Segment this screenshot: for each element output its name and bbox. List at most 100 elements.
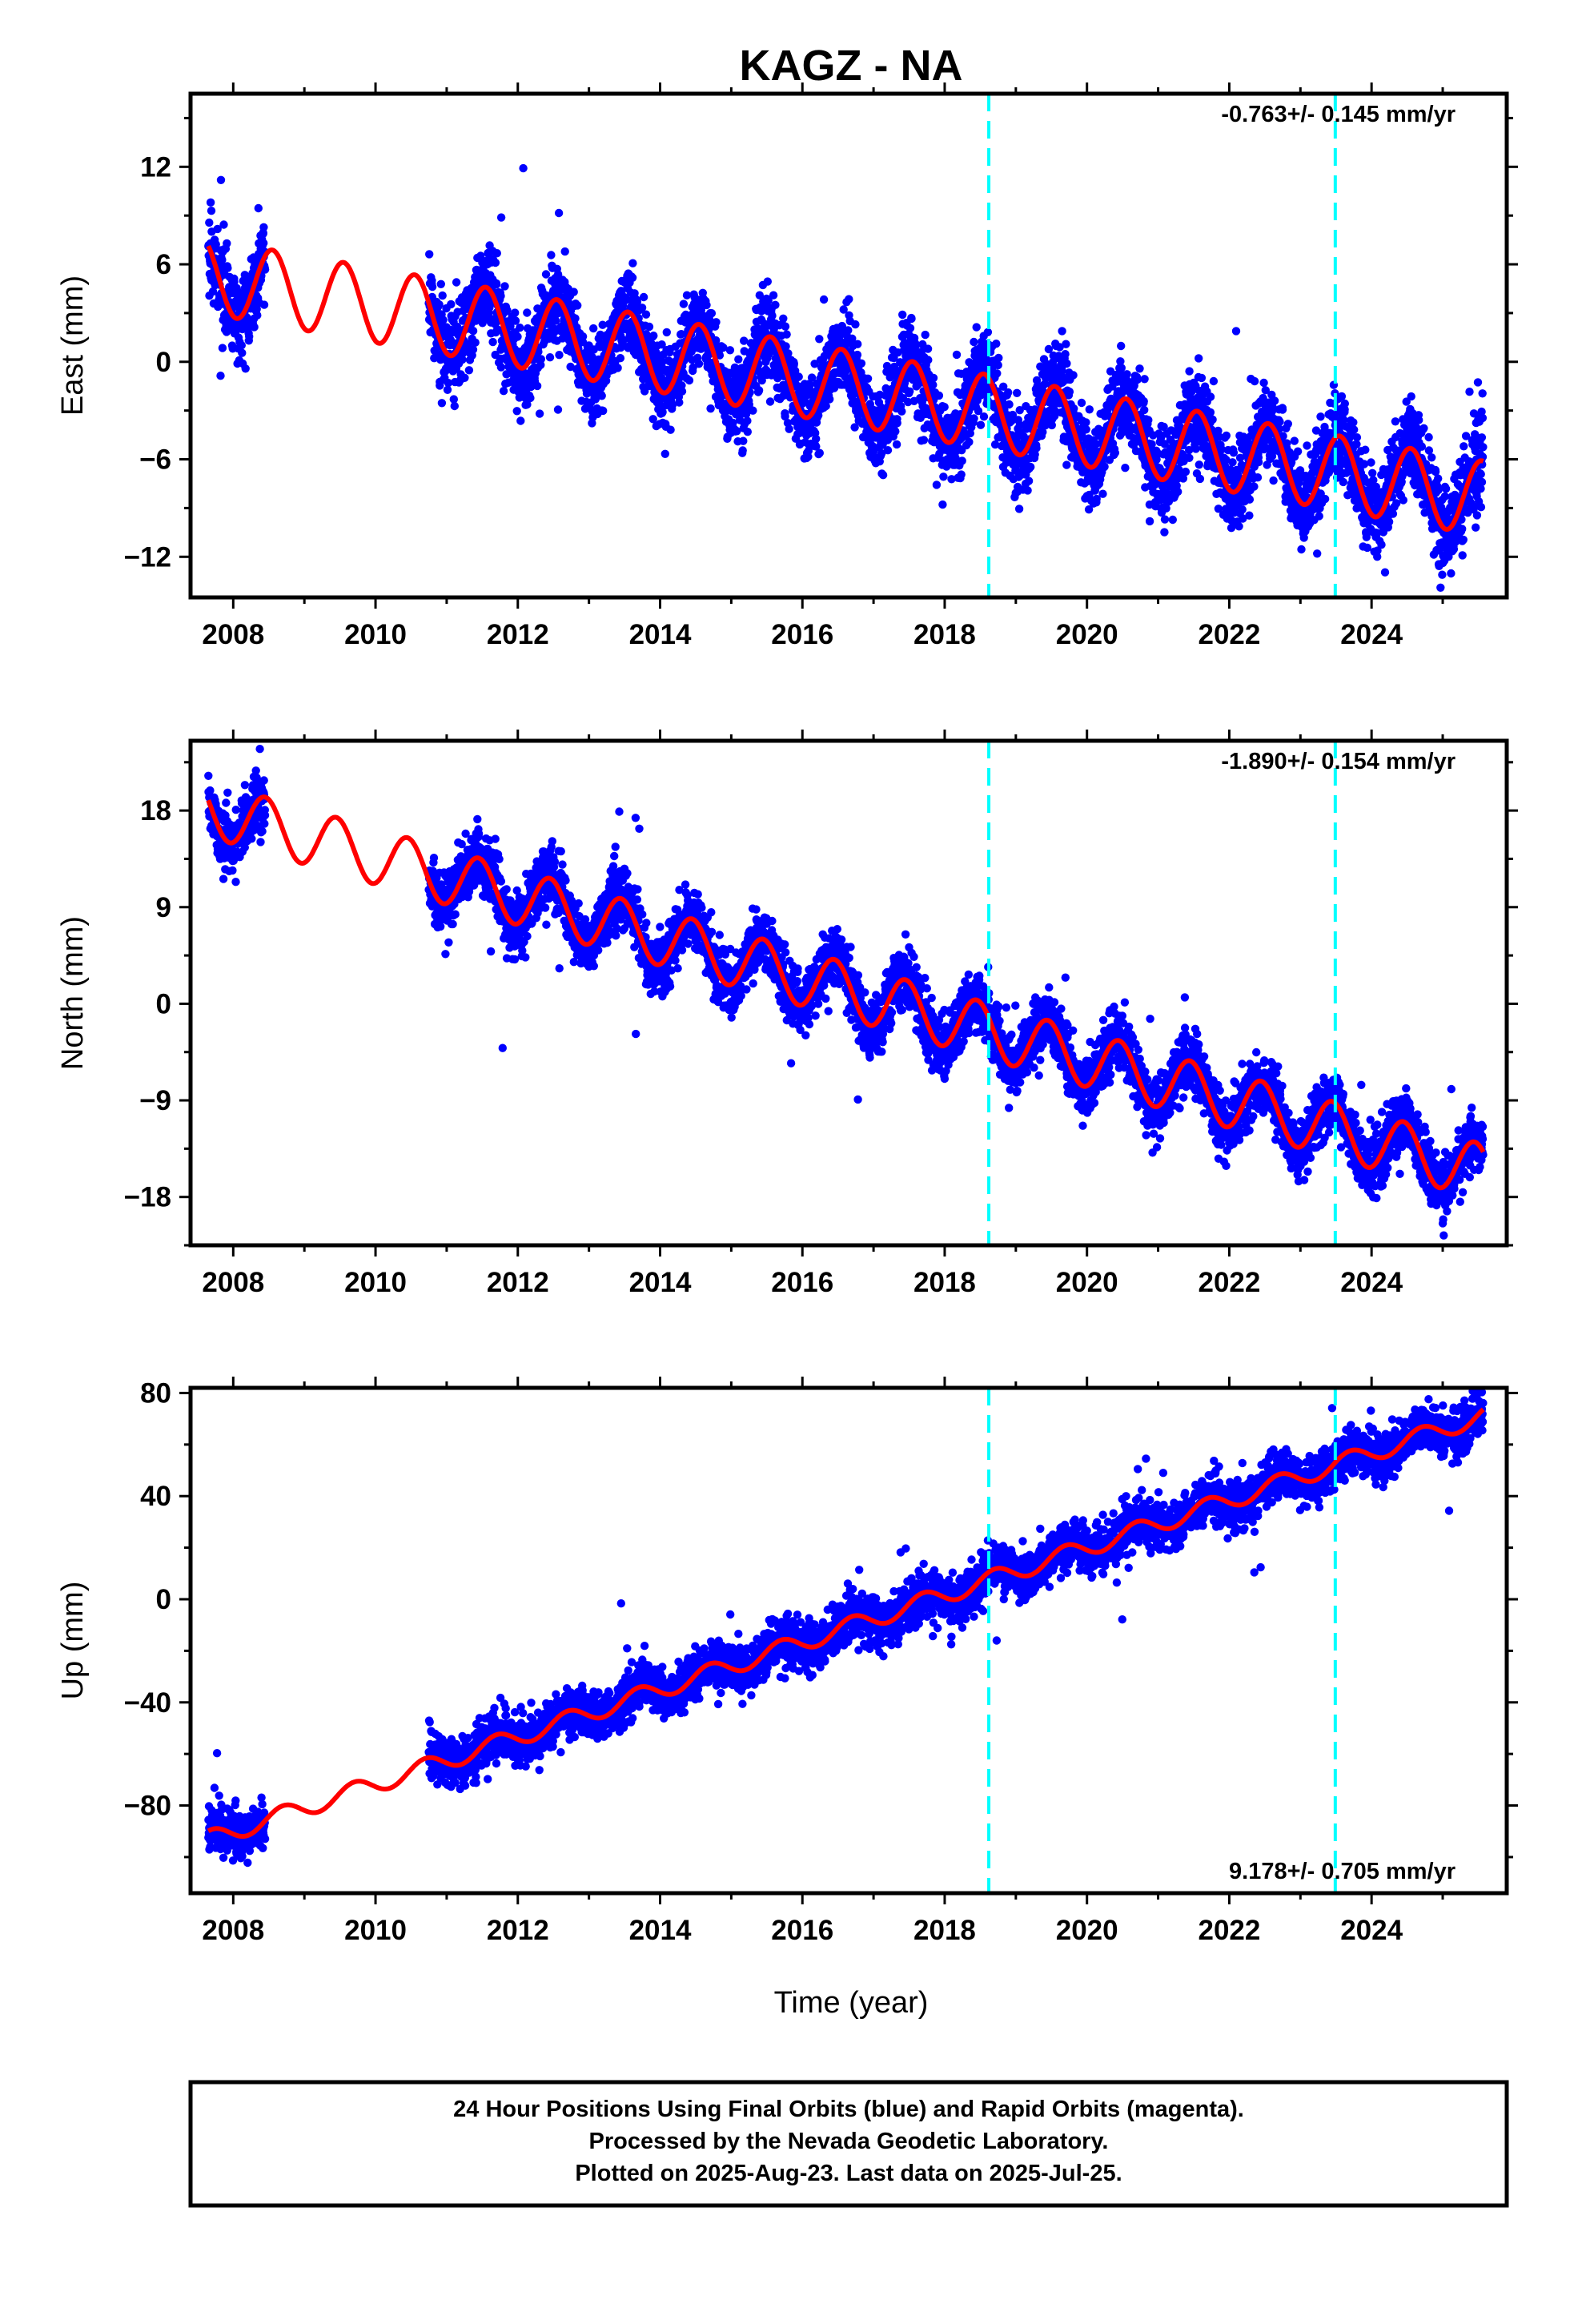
data-point — [1363, 543, 1372, 553]
data-point — [428, 276, 436, 285]
data-point — [1407, 392, 1415, 401]
data-point — [513, 332, 522, 341]
data-point — [1026, 462, 1035, 472]
data-point — [492, 249, 501, 258]
data-point — [657, 340, 666, 349]
data-point — [712, 318, 721, 327]
data-point — [511, 308, 520, 317]
data-point — [844, 326, 853, 335]
data-point — [1427, 453, 1436, 462]
data-point — [781, 342, 790, 351]
data-point — [734, 355, 743, 364]
data-point — [771, 300, 780, 309]
data-point — [1352, 433, 1362, 442]
data-point — [253, 311, 262, 320]
data-point — [439, 316, 448, 324]
data-point — [863, 374, 873, 383]
data-point — [965, 437, 974, 447]
data-point — [1160, 528, 1169, 537]
data-point — [1117, 341, 1126, 351]
data-point — [230, 277, 239, 287]
data-point — [749, 406, 757, 415]
data-point — [815, 335, 824, 344]
data-point — [532, 381, 542, 391]
data-point — [897, 407, 906, 416]
data-point — [597, 392, 606, 400]
data-points — [204, 163, 1488, 592]
data-point — [628, 273, 637, 282]
data-point — [1121, 464, 1130, 472]
data-point — [993, 369, 1002, 378]
data-point — [589, 324, 598, 333]
data-point — [743, 416, 752, 425]
data-point — [254, 203, 263, 213]
data-point — [819, 295, 829, 304]
data-point — [1340, 399, 1350, 408]
data-point — [1399, 496, 1408, 505]
data-point — [972, 323, 981, 332]
data-point — [492, 280, 501, 289]
data-point — [1195, 354, 1203, 363]
data-point — [907, 314, 916, 324]
data-point — [1005, 400, 1014, 409]
data-point — [725, 346, 735, 355]
data-point — [1122, 370, 1131, 379]
data-point — [1144, 416, 1153, 424]
data-point — [632, 297, 642, 307]
data-point — [675, 398, 684, 407]
data-point — [1195, 460, 1204, 469]
data-point — [1313, 549, 1322, 558]
data-point — [815, 448, 824, 457]
data-point — [536, 355, 545, 364]
data-point — [1208, 415, 1217, 424]
data-point — [438, 291, 447, 300]
data-point — [1349, 418, 1358, 427]
data-point — [1368, 468, 1377, 477]
data-point — [218, 255, 227, 264]
data-point — [640, 387, 649, 396]
data-point — [573, 301, 582, 310]
data-point — [857, 359, 866, 368]
data-point — [679, 300, 689, 308]
data-point — [970, 414, 978, 423]
data-point — [976, 420, 986, 429]
data-point — [883, 446, 893, 455]
data-point — [694, 360, 704, 368]
data-point — [1231, 327, 1241, 336]
data-point — [1250, 482, 1259, 491]
data-point — [237, 341, 246, 350]
data-point — [905, 324, 915, 332]
data-point — [794, 372, 803, 381]
data-point — [1100, 462, 1109, 471]
data-point — [992, 340, 1001, 348]
data-point — [929, 373, 938, 383]
data-point — [535, 409, 544, 418]
data-point — [637, 304, 647, 312]
data-point — [516, 416, 525, 425]
data-point — [1337, 392, 1347, 401]
data-point — [1069, 371, 1078, 380]
data-point — [599, 406, 608, 416]
data-point — [812, 434, 821, 444]
data-point — [639, 292, 648, 302]
data-point — [554, 208, 564, 218]
data-point — [1061, 350, 1070, 359]
data-point — [1275, 417, 1284, 426]
data-point — [553, 405, 563, 414]
data-point — [1065, 388, 1074, 396]
data-point — [1253, 473, 1263, 482]
data-point — [260, 265, 270, 274]
data-point — [932, 480, 942, 489]
data-point — [768, 312, 777, 320]
data-point — [205, 218, 214, 227]
data-point — [245, 332, 254, 341]
data-point — [878, 471, 888, 480]
data-point — [1062, 340, 1070, 348]
data-point — [738, 446, 747, 455]
data-point — [658, 357, 667, 367]
data-point — [666, 425, 675, 434]
data-point — [1290, 436, 1299, 445]
data-point — [853, 340, 862, 348]
chart-title: KAGZ - NA — [740, 42, 963, 90]
